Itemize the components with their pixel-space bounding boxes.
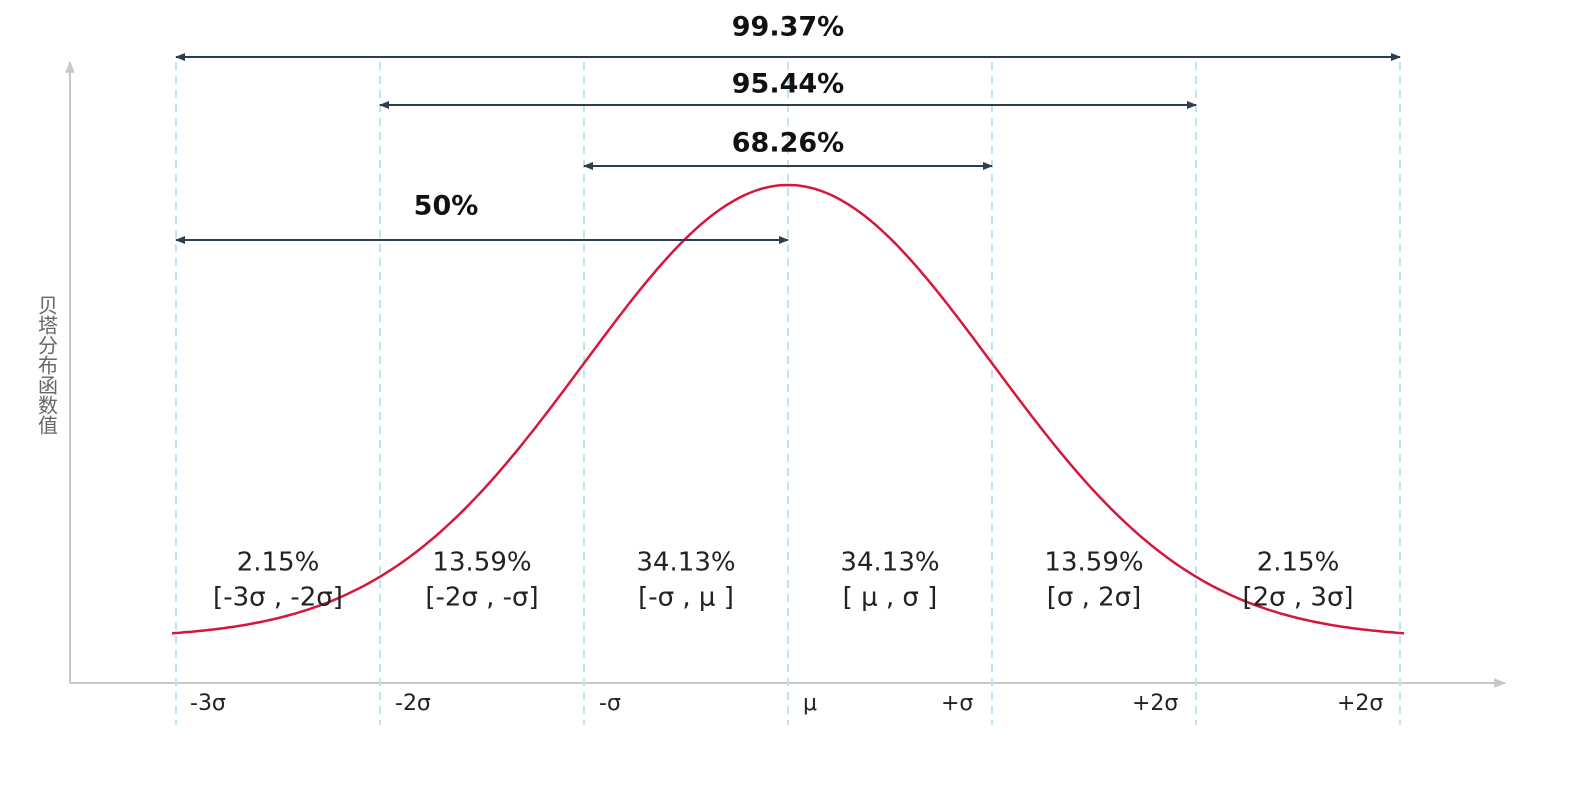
bell-curve xyxy=(171,183,1405,635)
segment-range: [2σ , 3σ] xyxy=(1242,583,1353,613)
x-label: μ xyxy=(803,691,817,716)
segment-percent: 34.13% xyxy=(636,548,735,578)
x-label: -3σ xyxy=(190,691,226,716)
x-label: +2σ xyxy=(1132,691,1178,716)
segment-percent: 2.15% xyxy=(1257,548,1340,578)
segment-range: [-3σ , -2σ] xyxy=(213,583,343,613)
segment-range: [σ , 2σ] xyxy=(1047,583,1142,613)
x-label: -2σ xyxy=(395,691,431,716)
span-label: 95.44% xyxy=(732,69,844,100)
segment-range: [-σ , μ ] xyxy=(638,583,734,613)
segment-percent: 34.13% xyxy=(840,548,939,578)
span-label: 99.37% xyxy=(732,12,844,43)
segment-range: [-2σ , -σ] xyxy=(425,583,538,613)
x-label: +σ xyxy=(941,691,973,716)
span-label: 68.26% xyxy=(732,128,844,159)
y-axis-label: 贝塔分布函数值 xyxy=(35,295,59,435)
segment-percent: 13.59% xyxy=(432,548,531,578)
x-label: +2σ xyxy=(1337,691,1383,716)
segment-range: [ μ , σ ] xyxy=(843,583,938,613)
segment-percent: 2.15% xyxy=(237,548,320,578)
segment-percent: 13.59% xyxy=(1044,548,1143,578)
x-label: -σ xyxy=(599,691,621,716)
span-label: 50% xyxy=(414,191,479,222)
